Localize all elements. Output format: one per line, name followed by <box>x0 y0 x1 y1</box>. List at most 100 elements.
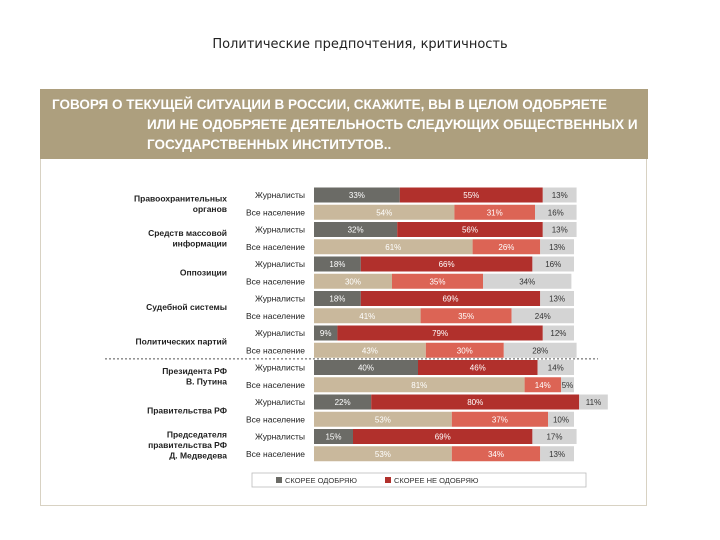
bar-segment-other <box>548 411 574 427</box>
bar-value-label: 13% <box>549 243 565 252</box>
bar-value-label: 34% <box>488 450 504 459</box>
respondent-group-label: Журналисты <box>255 328 305 338</box>
bar-value-label: 56% <box>462 226 478 235</box>
bar-segment-approve <box>314 222 398 237</box>
institution-label: Президента РФ <box>162 366 227 376</box>
question-line-2: ИЛИ НЕ ОДОБРЯЕТЕ ДЕЯТЕЛЬНОСТЬ СЛЕДУЮЩИХ … <box>147 117 638 132</box>
question-header: ГОВОРЯ О ТЕКУЩЕЙ СИТУАЦИИ В РОССИИ, СКАЖ… <box>52 95 646 155</box>
bar-segment-approve <box>314 308 421 324</box>
bar-value-label: 14% <box>535 381 551 390</box>
question-line-3: ГОСУДАРСТВЕННЫХ ИНСТИТУТОВ.. <box>147 137 392 152</box>
bar-segment-disapprove <box>472 239 541 255</box>
bar-segment-approve <box>314 360 418 375</box>
legend-label-approve: СКОРЕЕ ОДОБРЯЮ <box>285 476 357 485</box>
bar-value-label: 30% <box>457 346 473 355</box>
bar-segment-disapprove <box>337 325 543 341</box>
bar-segment-other <box>503 342 577 358</box>
bar-segment-disapprove <box>418 360 538 375</box>
bar-segment-other <box>540 291 574 306</box>
bar-segment-disapprove <box>360 256 533 272</box>
legend-swatch-disapprove <box>385 477 391 483</box>
bar-segment-disapprove <box>371 394 580 410</box>
respondent-group-label: Журналисты <box>255 259 305 269</box>
bar-segment-disapprove <box>420 308 512 324</box>
bar-value-label: 30% <box>345 277 361 286</box>
bar-value-label: 12% <box>550 329 566 338</box>
legend-label-disapprove: СКОРЕЕ НЕ ОДОБРЯЮ <box>394 476 479 485</box>
bar-value-label: 55% <box>463 191 479 200</box>
respondent-group-label: Журналисты <box>255 225 305 235</box>
bar-value-label: 69% <box>435 433 451 442</box>
bar-value-label: 53% <box>375 415 391 424</box>
bar-segment-other <box>542 187 577 203</box>
bar-segment-approve <box>314 342 426 358</box>
bar-value-label: 37% <box>492 415 508 424</box>
bar-value-label: 13% <box>549 295 565 304</box>
bar-segment-other <box>483 273 572 289</box>
question-header-background <box>40 89 648 159</box>
respondent-group-label: Все население <box>246 311 305 321</box>
bar-value-label: 46% <box>470 364 486 373</box>
respondent-group-label: Все население <box>246 242 305 252</box>
bar-value-label: 13% <box>552 226 568 235</box>
legend-swatch-approve <box>276 477 282 483</box>
bar-segment-disapprove <box>392 273 483 289</box>
bar-value-label: 24% <box>535 312 551 321</box>
bar-segment-disapprove <box>399 187 543 203</box>
bar-segment-other <box>579 394 608 410</box>
bar-value-label: 41% <box>359 312 375 321</box>
bar-segment-other <box>542 222 577 237</box>
respondent-group-label: Все население <box>246 345 305 355</box>
institution-label: Судебной системы <box>146 302 227 312</box>
bar-segment-disapprove <box>451 446 541 462</box>
bar-segment-approve <box>314 325 338 341</box>
bar-segment-approve <box>314 273 392 289</box>
institution-label: Д. Медведева <box>169 451 227 461</box>
respondent-group-label: Все население <box>246 414 305 424</box>
bar-segment-approve <box>314 256 361 272</box>
bar-value-label: 79% <box>432 329 448 338</box>
bar-segment-other <box>542 325 574 341</box>
respondent-group-label: Журналисты <box>255 432 305 442</box>
bar-segment-approve <box>314 411 452 427</box>
institution-label: В. Путина <box>186 376 227 386</box>
bar-value-label: 35% <box>458 312 474 321</box>
bar-segment-approve <box>314 204 455 220</box>
bar-value-label: 17% <box>546 433 562 442</box>
respondent-group-label: Журналисты <box>255 294 305 304</box>
bar-value-label: 14% <box>548 364 564 373</box>
institution-label: Правоохранительных <box>134 193 227 203</box>
bar-segment-disapprove <box>451 411 548 427</box>
bar-value-label: 69% <box>442 295 458 304</box>
institution-label: Председателя <box>167 430 227 440</box>
bar-segment-approve <box>314 187 400 203</box>
bar-segment-disapprove <box>524 377 561 393</box>
bar-value-label: 16% <box>548 208 564 217</box>
bar-value-label: 40% <box>358 364 374 373</box>
bar-value-label: 61% <box>385 243 401 252</box>
bar-value-label: 81% <box>411 381 427 390</box>
bar-value-label: 32% <box>348 226 364 235</box>
bar-value-label: 22% <box>335 398 351 407</box>
bar-value-label: 53% <box>375 450 391 459</box>
respondent-group-label: Журналисты <box>255 363 305 373</box>
respondent-group-label: Журналисты <box>255 190 305 200</box>
bar-segment-disapprove <box>425 342 504 358</box>
bar-value-label: 35% <box>429 277 445 286</box>
institution-label: информации <box>172 238 227 248</box>
bar-segment-other <box>535 204 577 220</box>
bar-segment-approve <box>314 429 353 444</box>
bar-segment-other <box>561 377 574 393</box>
institution-label: Оппозиции <box>180 268 227 278</box>
bar-value-label: 66% <box>439 260 455 269</box>
bar-value-label: 5% <box>562 381 574 390</box>
institution-label: правительства РФ <box>148 440 227 450</box>
bar-value-label: 26% <box>498 243 514 252</box>
bar-value-label: 34% <box>519 277 535 286</box>
bar-value-label: 15% <box>325 433 341 442</box>
bar-segment-other <box>537 360 574 375</box>
bar-segment-disapprove <box>397 222 543 237</box>
institution-label: органов <box>193 204 227 214</box>
bar-segment-disapprove <box>454 204 535 220</box>
bar-segment-other <box>511 308 574 324</box>
